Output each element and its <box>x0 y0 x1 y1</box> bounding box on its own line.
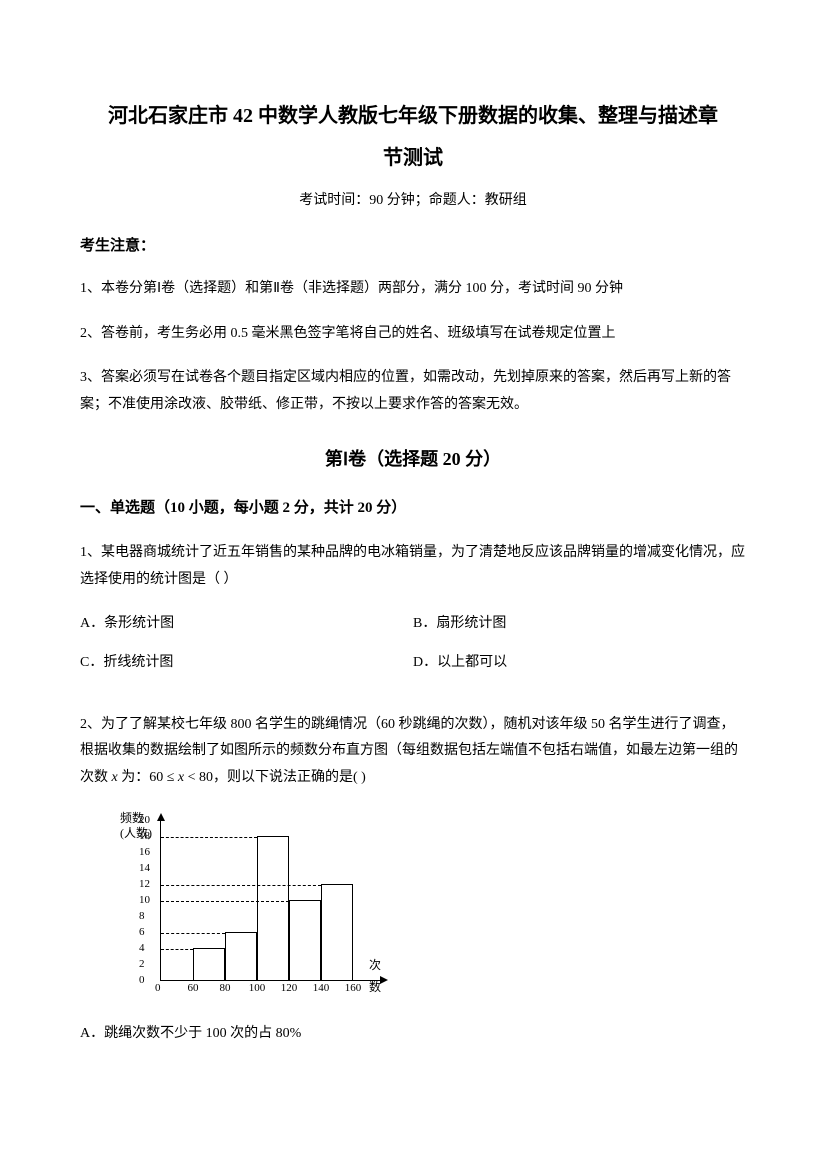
question-2: 2、为了了解某校七年级 800 名学生的跳绳情况（60 秒跳绳的次数），随机对该… <box>80 712 746 792</box>
notice-item-1: 1、本卷分第Ⅰ卷（选择题）和第Ⅱ卷（非选择题）两部分，满分 100 分，考试时间… <box>80 276 746 303</box>
histogram-bar <box>257 836 289 980</box>
y-tick: 20 <box>139 811 150 831</box>
q1-option-b: B．扇形统计图 <box>413 611 746 636</box>
q2-text-part3: < 80，则以下说法正确的是( ) <box>184 770 366 785</box>
question-1: 1、某电器商城统计了近五年销售的某种品牌的电冰箱销量，为了清楚地反应该品牌销量的… <box>80 540 746 593</box>
y-axis-arrow-icon <box>157 813 165 821</box>
x-tick: 140 <box>313 979 330 999</box>
histogram-bar <box>193 948 225 980</box>
q1-option-d: D．以上都可以 <box>413 650 746 675</box>
dash-line <box>161 901 289 902</box>
histogram-bar <box>321 884 353 980</box>
q2-option-a: A．跳绳次数不少于 100 次的占 80% <box>80 1021 746 1048</box>
x-axis-arrow-icon <box>380 976 388 984</box>
x-axis-label: 次数 <box>369 955 381 998</box>
question-group-title: 一、单选题（10 小题，每小题 2 分，共计 20 分） <box>80 495 746 522</box>
notice-item-3: 3、答案必须写在试卷各个题目指定区域内相应的位置，如需改动，先划掉原来的答案，然… <box>80 365 746 418</box>
exam-info: 考试时间：90 分钟；命题人：教研组 <box>80 188 746 213</box>
x-tick: 100 <box>249 979 266 999</box>
dash-line <box>161 837 257 838</box>
exam-title-line1: 河北石家庄市 42 中数学人教版七年级下册数据的收集、整理与描述章 <box>80 100 746 132</box>
q2-text-part2: 为：60 ≤ <box>118 770 178 785</box>
notice-item-2: 2、答卷前，考生务必用 0.5 毫米黑色签字笔将自己的姓名、班级填写在试卷规定位… <box>80 321 746 348</box>
dash-line <box>161 885 321 886</box>
q1-option-a: A．条形统计图 <box>80 611 413 636</box>
x-tick: 80 <box>220 979 231 999</box>
question-1-options: A．条形统计图 B．扇形统计图 C．折线统计图 D．以上都可以 <box>80 611 746 689</box>
notice-title: 考生注意： <box>80 233 746 260</box>
dash-line <box>161 949 193 950</box>
x-tick: 60 <box>188 979 199 999</box>
exam-title-line2: 节测试 <box>80 140 746 176</box>
histogram-chart: 频数 (人数) 02468101214161820608010012014016… <box>120 811 400 1001</box>
origin-label: 0 <box>155 979 161 999</box>
histogram-bar <box>289 900 321 980</box>
section-title: 第Ⅰ卷（选择题 20 分） <box>80 443 746 475</box>
histogram-bar <box>225 932 257 980</box>
x-tick: 160 <box>345 979 362 999</box>
dash-line <box>161 933 225 934</box>
x-tick: 120 <box>281 979 298 999</box>
chart-plot-area: 024681012141618206080100120140160次数0 <box>160 821 380 981</box>
q1-option-c: C．折线统计图 <box>80 650 413 675</box>
